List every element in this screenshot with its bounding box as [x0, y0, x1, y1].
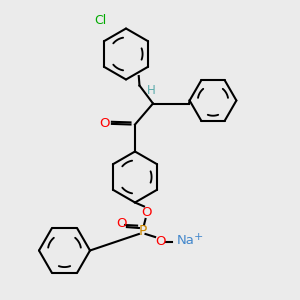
Text: O: O	[116, 217, 127, 230]
Text: P: P	[138, 224, 147, 238]
Text: O: O	[100, 116, 110, 130]
Text: Na: Na	[177, 234, 195, 248]
Text: Cl: Cl	[94, 14, 106, 27]
Text: H: H	[147, 84, 156, 97]
Text: O: O	[142, 206, 152, 220]
Text: +: +	[194, 232, 203, 242]
Text: O: O	[155, 235, 166, 248]
